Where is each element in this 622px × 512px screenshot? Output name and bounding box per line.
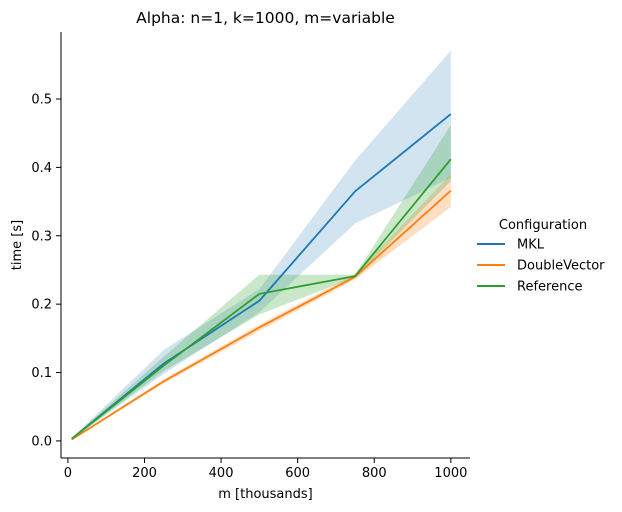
confidence-bands <box>71 50 451 440</box>
y-axis-ticks: 0.0 0.1 0.2 0.3 0.4 0.5 <box>31 93 61 449</box>
legend: Configuration MKL DoubleVector Reference <box>477 218 605 295</box>
y-tick-label: 0.4 <box>31 161 52 176</box>
x-tick-label: 400 <box>209 466 234 481</box>
legend-label-mkl: MKL <box>517 238 545 253</box>
x-tick-label: 800 <box>362 466 387 481</box>
y-tick-label: 0.1 <box>31 366 52 381</box>
legend-label-doublevector: DoubleVector <box>517 259 605 274</box>
x-tick-label: 200 <box>132 466 157 481</box>
y-tick-label: 0.5 <box>31 93 52 108</box>
x-axis-ticks: 0 200 400 600 800 1000 <box>64 458 467 481</box>
y-tick-label: 0.0 <box>31 434 52 449</box>
x-tick-label: 1000 <box>434 466 467 481</box>
series-line-reference <box>71 158 452 440</box>
legend-label-reference: Reference <box>517 280 582 295</box>
chart-title: Alpha: n=1, k=1000, m=variable <box>136 9 395 27</box>
x-axis-title: m [thousands] <box>218 487 312 502</box>
series-line-mkl <box>71 113 452 440</box>
y-axis-title: time [s] <box>10 220 25 270</box>
x-tick-label: 0 <box>64 466 72 481</box>
series-line-doublevector <box>71 189 452 441</box>
y-tick-label: 0.2 <box>31 298 52 313</box>
series-lines <box>71 113 452 441</box>
plot-area <box>71 50 452 441</box>
legend-items: MKL DoubleVector Reference <box>477 238 605 295</box>
x-tick-label: 600 <box>285 466 310 481</box>
y-tick-label: 0.3 <box>31 229 52 244</box>
legend-title: Configuration <box>499 218 587 233</box>
